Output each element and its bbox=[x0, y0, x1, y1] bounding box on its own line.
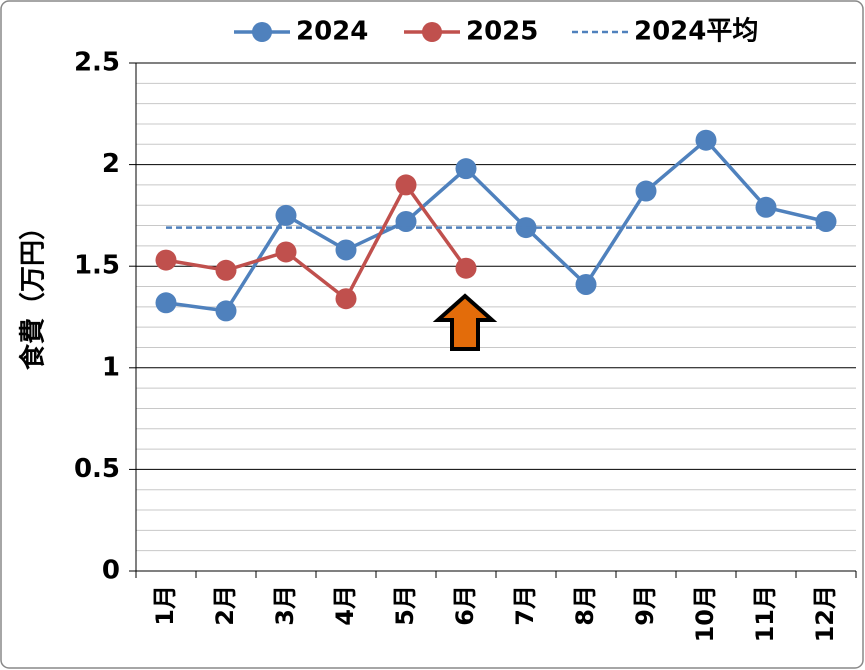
data-point bbox=[695, 129, 717, 151]
legend-marker bbox=[252, 22, 272, 42]
series-line bbox=[165, 137, 827, 313]
data-point bbox=[215, 300, 237, 322]
y-tick-label: 2.5 bbox=[74, 48, 120, 78]
y-tick-label: 1.5 bbox=[74, 251, 120, 281]
arrow-icon bbox=[432, 293, 498, 351]
data-point bbox=[155, 249, 177, 271]
data-point bbox=[335, 239, 357, 261]
x-tick-label: 2月 bbox=[211, 585, 239, 626]
data-point bbox=[335, 288, 357, 310]
legend-label: 2024平均 bbox=[634, 17, 758, 47]
x-tick-label: 7月 bbox=[511, 585, 539, 626]
x-tick-label: 4月 bbox=[331, 585, 359, 626]
data-point bbox=[815, 210, 837, 232]
x-tick-label: 12月 bbox=[811, 585, 839, 642]
data-point bbox=[455, 158, 477, 180]
x-tick-label: 11月 bbox=[751, 585, 779, 642]
y-tick-label: 1 bbox=[102, 352, 120, 382]
x-tick-label: 1月 bbox=[151, 585, 179, 626]
legend-label: 2025 bbox=[466, 17, 538, 47]
y-tick-label: 0 bbox=[102, 556, 120, 586]
data-point bbox=[275, 241, 297, 263]
x-tick-label: 5月 bbox=[391, 585, 419, 626]
data-point bbox=[635, 180, 657, 202]
data-point bbox=[395, 210, 417, 232]
x-tick-label: 3月 bbox=[271, 585, 299, 626]
data-point bbox=[395, 174, 417, 196]
data-point bbox=[155, 292, 177, 314]
data-point bbox=[275, 204, 297, 226]
legend-marker bbox=[422, 22, 442, 42]
data-point bbox=[755, 196, 777, 218]
x-tick-label: 8月 bbox=[571, 585, 599, 626]
y-tick-label: 2 bbox=[102, 149, 120, 179]
x-tick-label: 9月 bbox=[631, 585, 659, 626]
legend-label: 2024 bbox=[296, 17, 368, 47]
x-tick-label: 6月 bbox=[451, 585, 479, 626]
data-point bbox=[455, 257, 477, 279]
x-tick-label: 10月 bbox=[691, 585, 719, 642]
data-point bbox=[215, 259, 237, 281]
data-point bbox=[575, 273, 597, 295]
y-tick-label: 0.5 bbox=[74, 454, 120, 484]
y-axis-title: 食費（万円） bbox=[18, 214, 49, 370]
